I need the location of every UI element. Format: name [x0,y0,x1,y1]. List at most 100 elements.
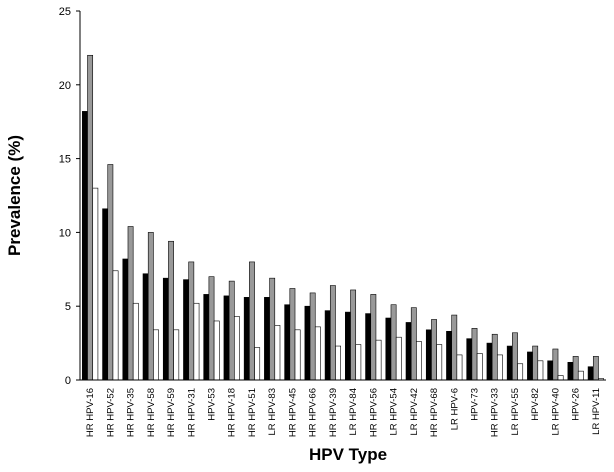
x-category-label-6: HPV-53 [207,388,218,421]
bar-series1-24 [567,361,574,381]
bar-series1-11 [304,305,311,381]
bar-series2-21 [512,332,518,381]
y-ticks-layer: 0 5 10 15 20 25 [59,6,80,387]
axes-layer [79,11,606,381]
bar-series1-12 [324,310,331,381]
bar-series1-0 [82,111,88,381]
bar-series1-25 [587,366,594,381]
y-tick-label-20: 20 [59,80,71,92]
bar-series3-8 [254,347,261,381]
bar-series3-4 [173,329,180,381]
x-category-label-22: HPV-82 [530,388,541,421]
bar-series1-15 [385,317,392,381]
bar-series1-2 [122,258,129,381]
bar-series2-1 [107,164,114,381]
bar-series3-2 [132,302,139,381]
x-category-label-11: HR HPV-66 [308,388,319,437]
x-category-label-20: HR HPV-33 [490,388,501,437]
bar-series2-22 [532,345,539,381]
x-category-label-24: HPV-26 [571,388,582,421]
bar-series3-19 [476,353,483,381]
bar-series2-18 [451,314,458,381]
bar-series3-11 [314,326,321,381]
y-tick-label-10: 10 [59,227,71,239]
bar-series3-24 [577,370,584,381]
bar-series2-10 [289,288,296,381]
x-category-label-23: LR HPV-40 [550,388,561,436]
x-category-label-0: HR HPV-16 [85,388,96,437]
bar-series1-22 [527,351,533,381]
bar-series2-13 [350,289,357,381]
x-category-label-7: HR HPV-18 [227,388,238,437]
bar-series2-15 [390,304,397,381]
bar-series3-15 [395,336,402,381]
bar-series2-2 [127,226,134,381]
bar-series3-16 [416,341,422,381]
bar-series1-3 [142,273,149,381]
bar-series2-19 [471,328,478,381]
x-category-label-12: HR HPV-39 [328,388,339,437]
x-category-label-3: HR HPV-58 [146,388,157,437]
bar-series2-9 [269,277,276,381]
x-category-label-1: HR HPV-52 [105,388,116,437]
bar-series2-20 [491,333,498,381]
bar-series1-20 [486,342,493,381]
bar-series3-17 [436,344,443,381]
bar-series2-25 [592,356,599,381]
bar-series2-16 [410,307,417,381]
x-category-label-9: LR HPV-83 [267,388,278,436]
x-category-label-2: HR HPV-35 [126,388,137,437]
bar-series1-6 [203,294,210,381]
bar-series3-14 [375,339,382,381]
bar-series2-12 [329,285,336,381]
x-category-labels: HR HPV-16 HR HPV-52 HR HPV-35 HR HPV-58 HR H… [85,388,602,437]
bar-series3-1 [112,270,119,381]
bar-series2-6 [208,276,215,381]
bar-series3-21 [517,363,524,381]
bar-series2-17 [431,319,437,381]
bar-series1-5 [183,279,189,381]
x-category-label-10: HR HPV-45 [287,388,298,437]
bar-series2-7 [228,280,235,381]
bar-series2-4 [168,240,174,381]
x-category-label-16: LR HPV-42 [409,388,420,436]
bar-series3-18 [456,354,463,381]
bar-series1-18 [446,330,452,381]
x-axis-title: HPV Type [309,445,387,464]
x-category-label-4: HR HPV-59 [166,388,177,437]
bar-series3-20 [497,354,503,381]
bar-series1-14 [365,313,372,381]
bar-series2-23 [552,348,559,381]
bar-series1-1 [102,208,109,381]
x-category-label-13: LR HPV-84 [348,388,359,436]
bar-series3-0 [92,187,99,381]
bar-series3-23 [557,375,564,381]
y-tick-label-25: 25 [59,6,71,18]
bar-series2-11 [309,292,316,381]
y-tick-label-0: 0 [65,375,71,387]
x-category-label-21: LR HPV-55 [510,388,521,436]
bar-series3-22 [537,360,544,381]
bar-series2-0 [87,54,94,381]
bar-series3-7 [234,316,240,381]
bar-series1-7 [223,295,230,381]
bar-series3-3 [153,329,159,381]
x-category-label-5: HR HPV-31 [186,388,197,437]
y-tick-label-5: 5 [65,301,71,313]
bar-series2-3 [147,232,154,381]
y-tick-label-15: 15 [59,154,71,166]
bar-series3-9 [274,325,281,381]
bar-series1-8 [243,297,250,381]
x-category-label-8: HR HPV-51 [247,388,258,437]
bar-series2-8 [249,261,255,381]
x-category-label-15: LR HPV-54 [389,388,400,436]
bar-series1-10 [284,304,291,381]
bar-series3-12 [335,345,341,381]
bar-series1-13 [345,311,351,381]
bar-series3-5 [193,302,200,381]
bar-series1-19 [466,338,473,381]
y-axis-title: Prevalence (%) [5,135,24,256]
bar-series3-6 [213,320,220,381]
bar-series2-5 [188,261,195,381]
